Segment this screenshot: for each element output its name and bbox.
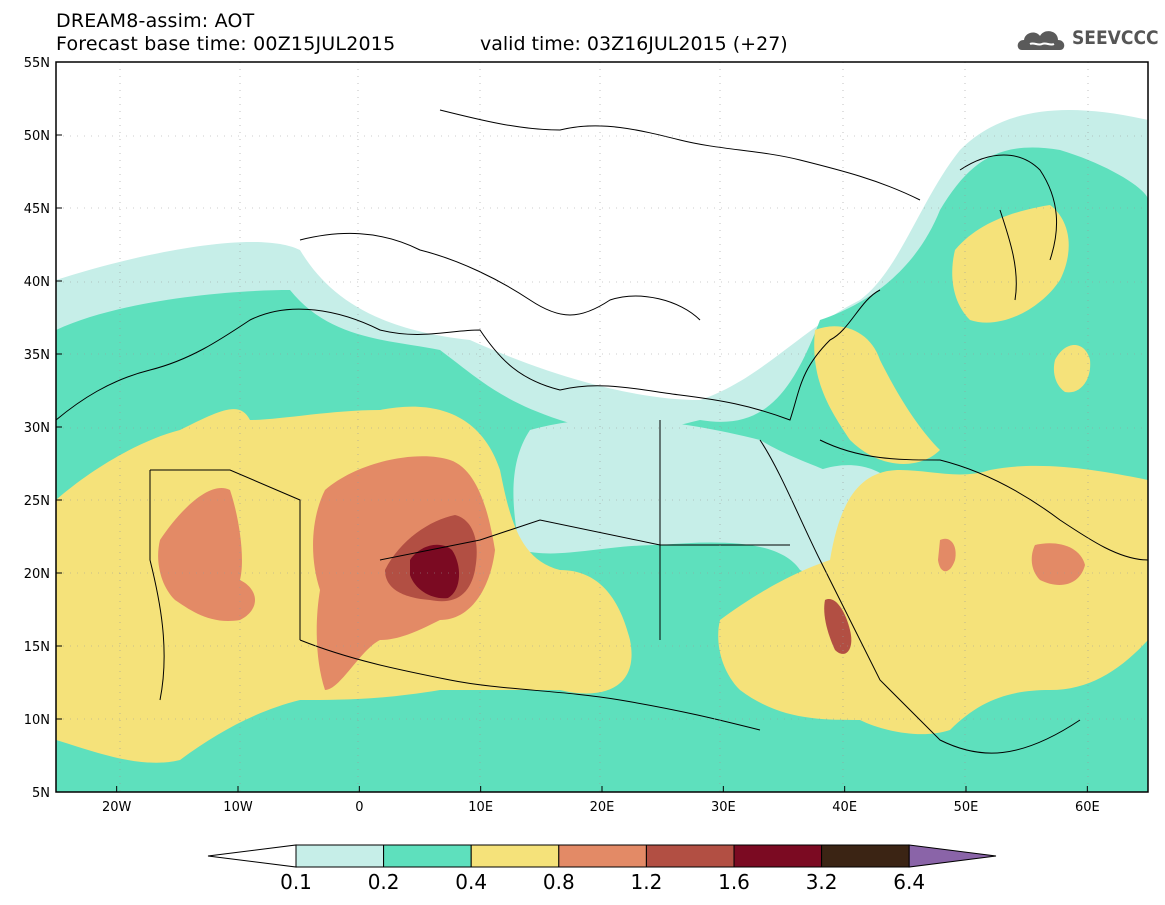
lon-tick-label: 60E xyxy=(1075,800,1100,815)
aot-contour-0.4-caspian xyxy=(952,205,1069,323)
aot-contour-0.1-egypt xyxy=(513,419,860,573)
grid-lines xyxy=(56,62,1148,792)
lat-tick-label: 50N xyxy=(24,129,50,144)
aot-contour-0.4-east xyxy=(718,465,1148,735)
colorbar-segment xyxy=(470,844,560,868)
colorbar-low-arrow xyxy=(207,844,297,868)
lon-tick-label: 20W xyxy=(102,800,132,815)
map-title: DREAM8-assim: AOT xyxy=(56,10,255,32)
colorbar-segment xyxy=(383,844,472,868)
lat-tick-label: 25N xyxy=(24,494,50,509)
colorbar-label: 0.1 xyxy=(280,870,312,894)
coastlines xyxy=(56,109,1148,754)
colorbar-label: 3.2 xyxy=(805,870,838,894)
aot-contour-1.2-redsea xyxy=(824,599,852,654)
lon-tick-label: 20E xyxy=(590,800,615,815)
colorbar-segment xyxy=(645,844,735,868)
aot-contour-0.4-iran xyxy=(1053,345,1091,393)
valid-time: valid time: 03Z16JUL2015 (+27) xyxy=(480,33,788,55)
cloud-logo-icon xyxy=(1017,31,1065,50)
lat-tick-label: 30N xyxy=(24,421,50,436)
colorbar-segment xyxy=(733,844,823,868)
aot-field xyxy=(56,62,1148,792)
aot-contour-0.8-oman xyxy=(1031,543,1085,585)
lon-tick-label: 10W xyxy=(223,800,253,815)
colorbar-label: 0.8 xyxy=(542,870,575,894)
lon-tick-label: 50E xyxy=(954,800,979,815)
lat-tick-label: 45N xyxy=(24,202,50,217)
colorbar-label: 0.4 xyxy=(455,870,488,894)
lon-tick-label: 10E xyxy=(468,800,493,815)
aot-contour-0.8-west xyxy=(158,488,255,621)
colorbar-label: 1.2 xyxy=(630,870,663,894)
colorbar-segment xyxy=(295,844,385,868)
aot-contour-0.4-mesopotamia xyxy=(814,326,940,464)
lat-tick-label: 10N xyxy=(24,713,50,728)
forecast-base-time: Forecast base time: 00Z15JUL2015 xyxy=(56,33,396,55)
colorbar-segment xyxy=(821,844,910,868)
lat-tick-label: 15N xyxy=(24,640,50,655)
lat-axis: 55N 50N 45N 40N 35N 30N 25N 20N 15N 10N 5N xyxy=(24,56,62,801)
colorbar xyxy=(207,844,997,868)
lon-tick-label: 0 xyxy=(355,800,363,815)
lat-tick-label: 40N xyxy=(24,275,50,290)
colorbar-high-arrow xyxy=(908,844,997,868)
lon-axis: 20W 10W 0 10E 20E 30E 40E 50E 60E xyxy=(102,786,1100,815)
colorbar-label: 1.6 xyxy=(718,870,750,894)
lat-tick-label: 20N xyxy=(24,567,50,582)
lat-tick-label: 55N xyxy=(24,56,50,71)
colorbar-label: 6.4 xyxy=(893,870,926,894)
lon-tick-label: 40E xyxy=(832,800,857,815)
aot-contour-0.8-ethiopia xyxy=(938,538,956,572)
lat-tick-label: 5N xyxy=(32,786,50,801)
lon-tick-label: 30E xyxy=(711,800,736,815)
logo-text: SEEVCCC xyxy=(1072,27,1159,49)
colorbar-segment xyxy=(558,844,647,868)
lat-tick-label: 35N xyxy=(24,348,50,363)
colorbar-label: 0.2 xyxy=(367,870,400,894)
aot-contour-1.6 xyxy=(410,544,460,599)
